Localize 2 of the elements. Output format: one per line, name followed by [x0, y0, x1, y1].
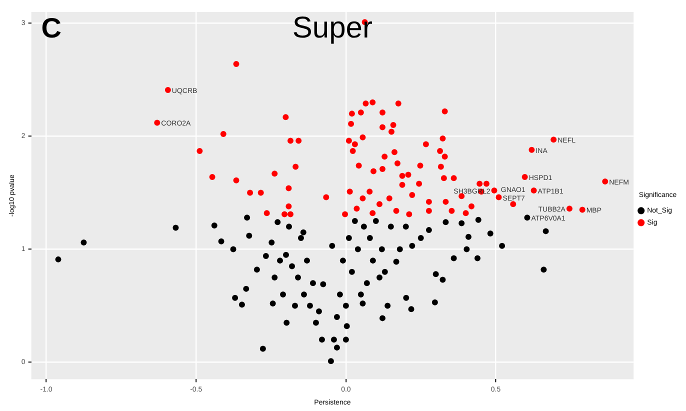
chart-title: Super: [292, 11, 372, 44]
annotation: C: [41, 12, 62, 44]
